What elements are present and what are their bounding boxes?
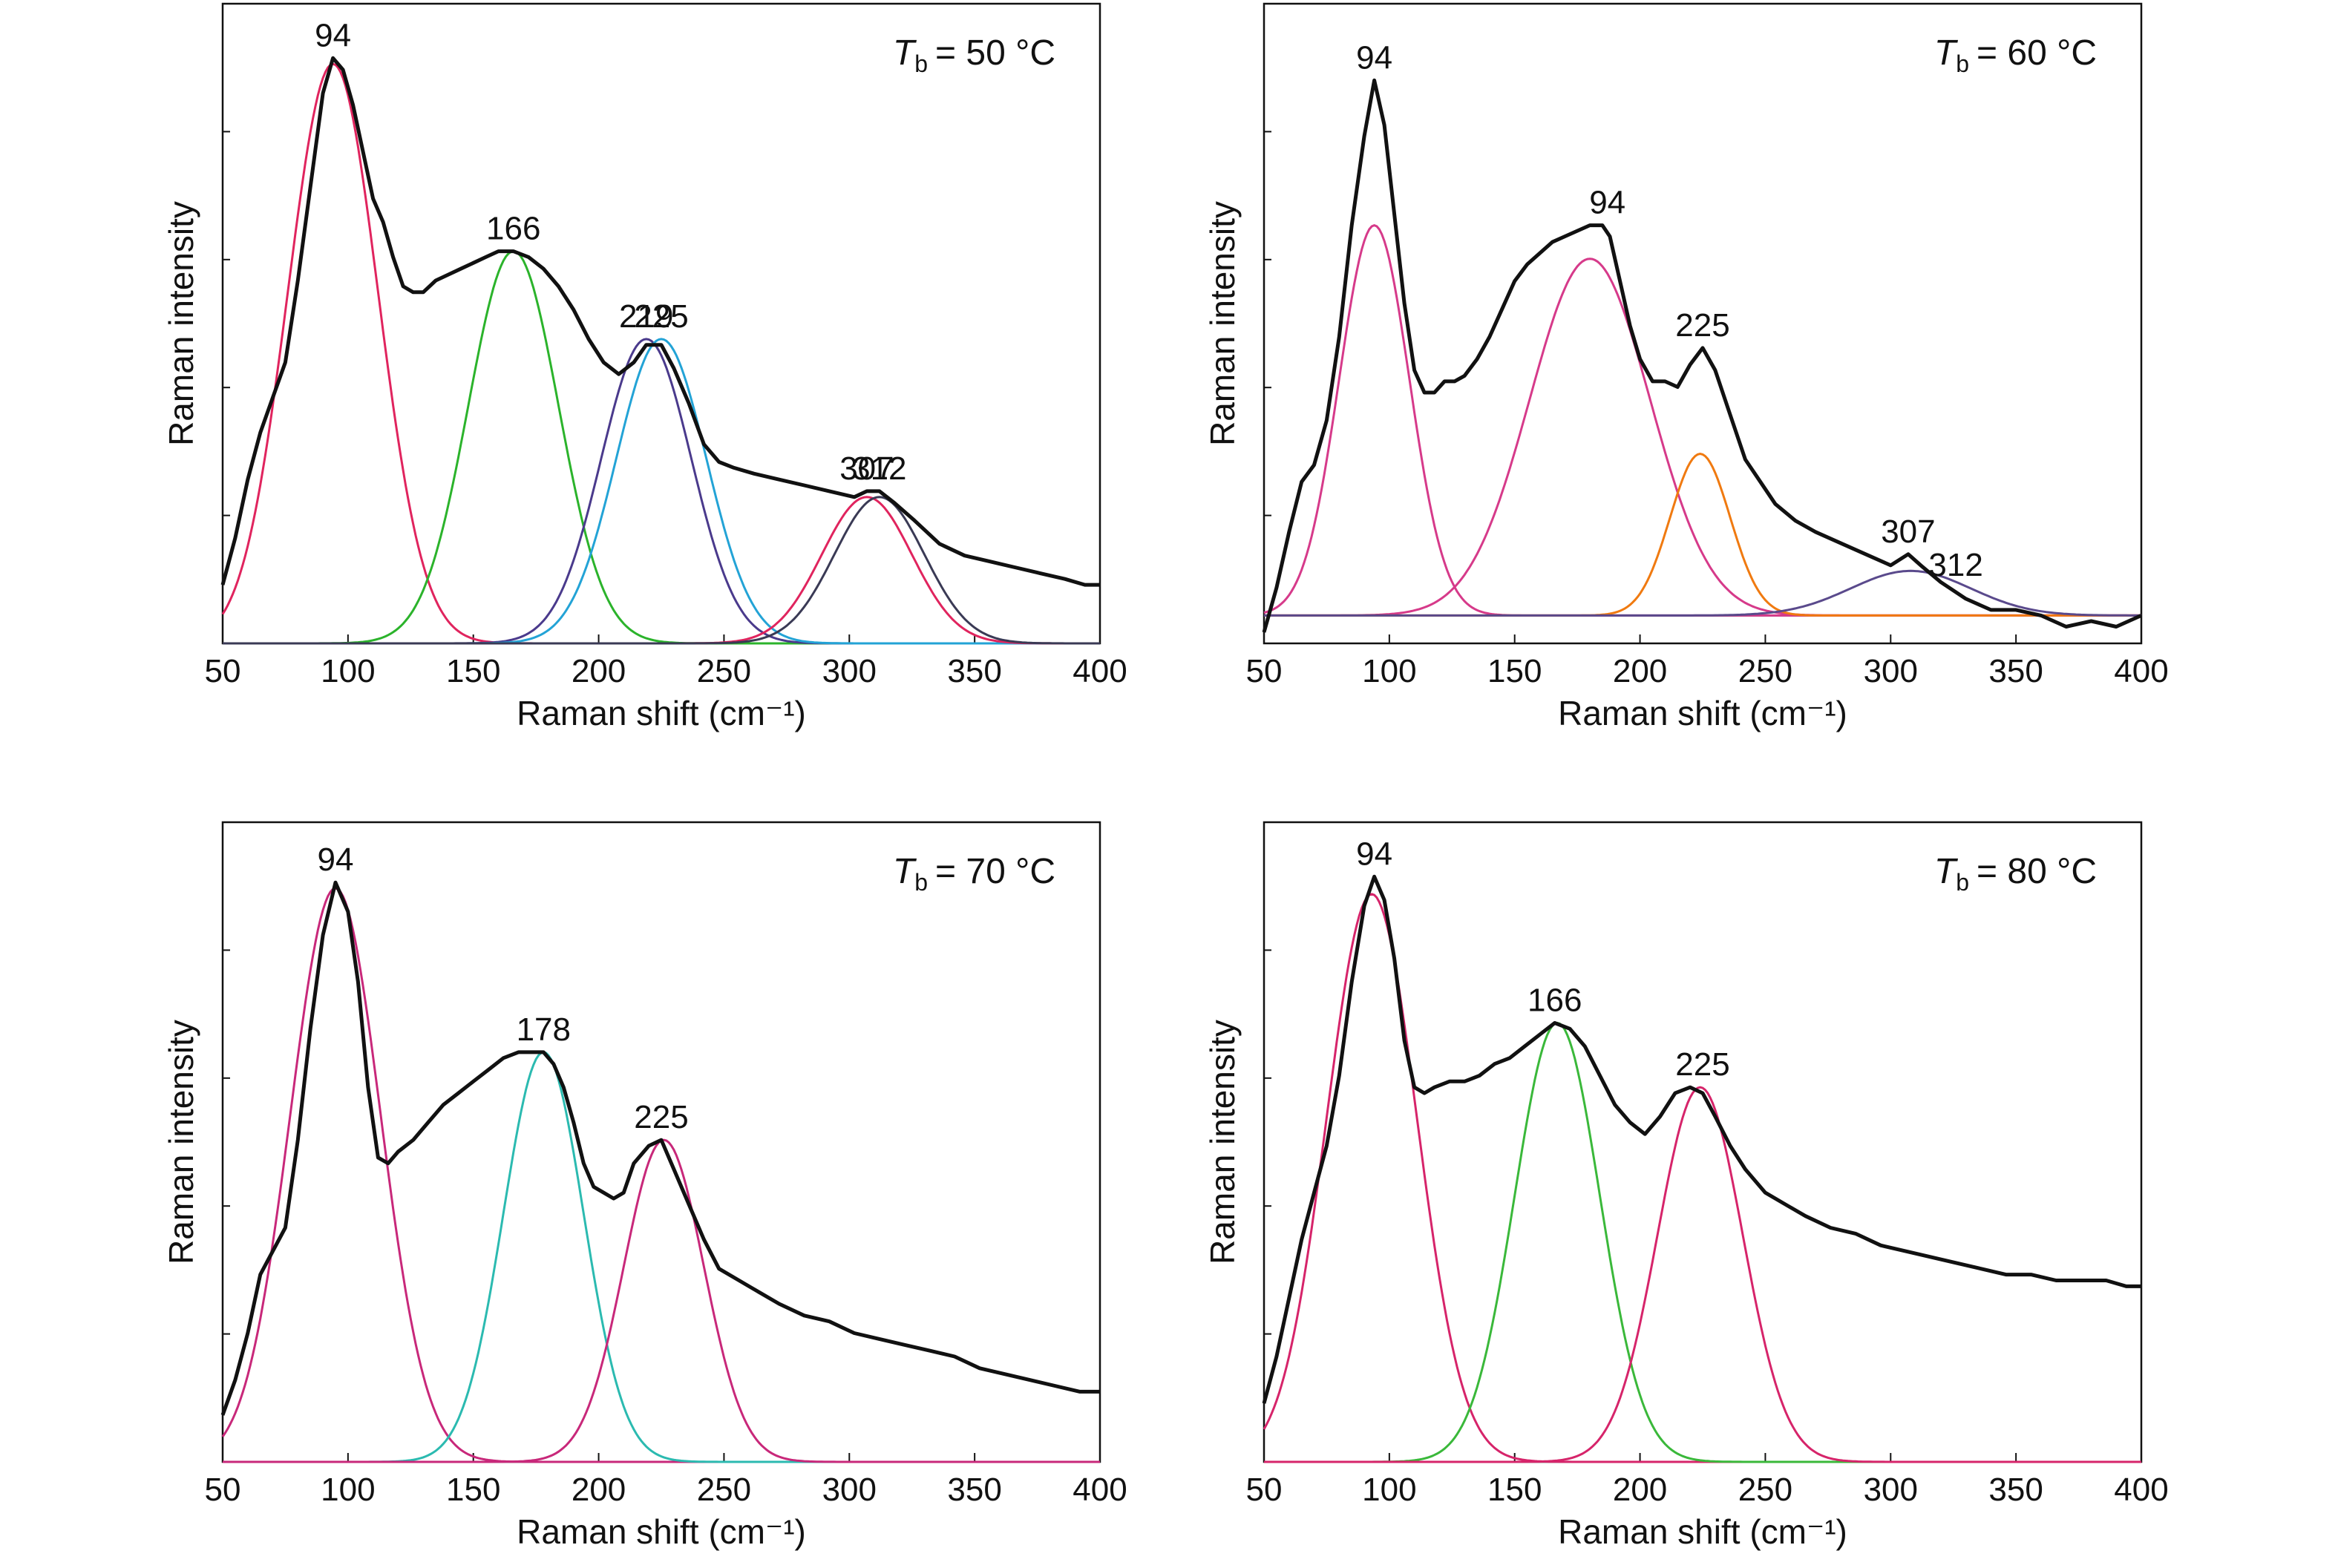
fit-peak-2 (223, 1138, 1100, 1463)
peak-label: 219 (619, 298, 673, 335)
peak-label: 94 (1356, 39, 1392, 76)
x-tick-label: 400 (2114, 1472, 2168, 1508)
annotation-symbol: T (1934, 33, 1959, 73)
x-tick-label: 50 (205, 653, 241, 689)
x-tick-label: 200 (572, 1472, 626, 1508)
fit-peak-0 (1263, 223, 2141, 617)
x-axis-label: Raman shift (cm⁻¹) (517, 1512, 806, 1551)
peak-label: 225 (634, 298, 688, 335)
x-tick-label: 150 (1487, 1472, 1542, 1508)
fit-peak-0 (221, 887, 1100, 1463)
annotation-symbol: T (1934, 852, 1959, 891)
x-tick-label: 150 (446, 1472, 500, 1508)
x-tick-label: 200 (1613, 1472, 1667, 1508)
x-tick-label: 50 (1246, 653, 1283, 689)
x-tick-label: 150 (446, 653, 500, 689)
fit-peak-3 (1264, 569, 2141, 617)
x-tick-label: 200 (572, 653, 626, 689)
x-axis-label: Raman shift (cm⁻¹) (517, 694, 806, 732)
x-tick-label: 350 (947, 1472, 1001, 1508)
x-axis-label: Raman shift (cm⁻¹) (1558, 694, 1847, 732)
fit-peak-5 (223, 496, 1100, 645)
fit-peak-2 (1264, 1086, 2141, 1463)
temperature-annotation: Tb = 70 °C (893, 852, 1055, 896)
x-tick-label: 300 (1864, 1472, 1918, 1508)
temperature-annotation: Tb = 80 °C (1934, 852, 2097, 896)
x-tick-label: 150 (1487, 653, 1542, 689)
peak-label: 312 (852, 450, 906, 487)
x-axis-label: Raman shift (cm⁻¹) (1558, 1512, 1847, 1551)
x-tick-label: 100 (1362, 653, 1416, 689)
x-tick-label: 100 (1362, 1472, 1416, 1508)
fit-peak-2 (223, 338, 1100, 645)
annotation-subscript: b (914, 50, 928, 77)
annotation-subscript: b (914, 869, 928, 896)
peak-label: 94 (317, 842, 353, 878)
x-tick-label: 100 (321, 1472, 375, 1508)
spectrum-line (220, 56, 1100, 587)
x-tick-label: 350 (1988, 653, 2043, 689)
x-tick-label: 250 (697, 1472, 751, 1508)
panel-tb-50: 50 100 150 200 250 300 350 400 Raman shift (cm⁻¹… (162, 2, 1127, 732)
annotation-value: = 70 °C (935, 852, 1055, 891)
peak-label: 307 (1881, 514, 1935, 550)
plot-frame (1263, 2, 2143, 645)
temperature-annotation: Tb = 60 °C (1934, 33, 2097, 77)
annotation-symbol: T (893, 852, 917, 891)
peak-label: 178 (517, 1011, 571, 1048)
panel-tb-70: 50 100 150 200 250 300 350 400 Raman shift (cm⁻¹… (162, 821, 1127, 1551)
x-tick-label: 50 (1246, 1472, 1283, 1508)
peak-label: 166 (486, 211, 540, 247)
x-tick-label: 300 (822, 653, 877, 689)
peak-label: 225 (634, 1099, 688, 1135)
annotation-value: = 80 °C (1977, 852, 2097, 891)
peak-label: 94 (1356, 836, 1392, 872)
x-tick-label: 200 (1613, 653, 1667, 689)
peak-label: 166 (1527, 982, 1582, 1018)
y-axis-label: Raman intensity (162, 1020, 200, 1264)
annotation-subscript: b (1956, 50, 1969, 77)
spectrum-line (1262, 874, 2141, 1404)
fit-peak-3 (223, 338, 1100, 645)
peak-label: 94 (315, 17, 351, 53)
peak-label: 225 (1675, 1046, 1729, 1083)
annotation-subscript: b (1956, 869, 1969, 896)
x-tick-label: 400 (1073, 653, 1127, 689)
x-tick-label: 400 (2114, 653, 2168, 689)
x-tick-label: 250 (1738, 1472, 1792, 1508)
peak-label: 225 (1675, 307, 1729, 344)
x-tick-label: 300 (1864, 653, 1918, 689)
plot-frame (1263, 821, 2143, 1463)
panel-tb-80: 50 100 150 200 250 300 350 400 Raman shift (cm⁻¹… (1203, 821, 2169, 1551)
spectrum-line (1262, 78, 2143, 633)
x-tick-label: 250 (697, 653, 751, 689)
x-tick-label: 100 (321, 653, 375, 689)
y-axis-label: Raman intensity (1203, 1020, 1242, 1264)
annotation-value: = 60 °C (1977, 33, 2097, 73)
fit-peak-2 (1264, 453, 2141, 617)
x-tick-label: 400 (1073, 1472, 1127, 1508)
peak-label: 94 (1589, 185, 1625, 221)
peak-label: 312 (1928, 547, 1982, 583)
x-tick-label: 350 (1988, 1472, 2043, 1508)
annotation-symbol: T (893, 33, 917, 73)
temperature-annotation: Tb = 50 °C (893, 33, 1055, 77)
spectrum-line (220, 880, 1100, 1416)
y-axis-label: Raman intensity (1203, 201, 1242, 446)
peak-label: 307 (839, 450, 894, 487)
x-tick-label: 50 (205, 1472, 241, 1508)
panel-tb-60: 50 100 150 200 250 300 350 400 Raman shift (cm⁻¹… (1203, 2, 2169, 732)
y-axis-label: Raman intensity (162, 201, 200, 446)
x-tick-label: 300 (822, 1472, 877, 1508)
annotation-value: = 50 °C (935, 33, 1055, 73)
x-tick-label: 350 (947, 653, 1001, 689)
x-tick-label: 250 (1738, 653, 1792, 689)
